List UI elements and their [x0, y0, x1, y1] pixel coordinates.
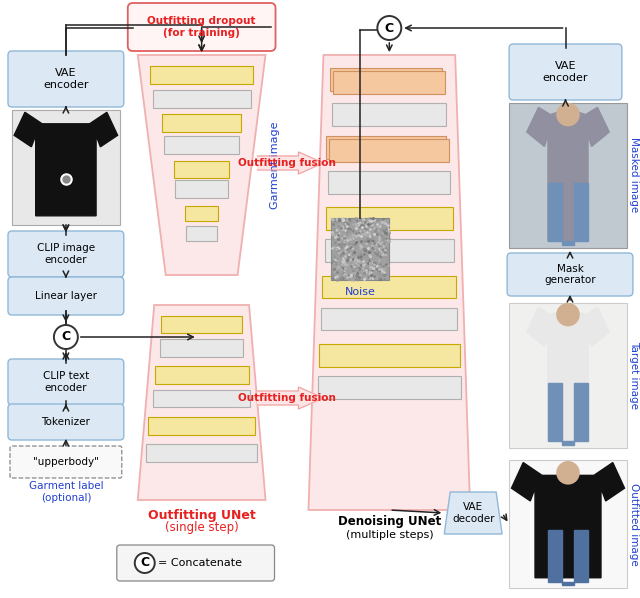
Circle shape [556, 103, 580, 126]
Bar [326, 208, 452, 230]
Polygon shape [308, 55, 470, 510]
Text: Linear layer: Linear layer [35, 291, 97, 301]
Bar [328, 171, 451, 194]
Text: Outfitted image: Outfitted image [629, 483, 639, 565]
Polygon shape [138, 305, 266, 500]
Text: CLIP text
encoder: CLIP text encoder [43, 371, 89, 393]
Text: Noise: Noise [345, 287, 376, 297]
Text: VAE
encoder: VAE encoder [543, 61, 588, 83]
FancyBboxPatch shape [10, 446, 122, 478]
Bar [323, 276, 456, 298]
Polygon shape [14, 112, 118, 216]
Text: Outfitting UNet: Outfitting UNet [148, 508, 255, 521]
Bar [332, 218, 389, 280]
Bar [509, 103, 627, 248]
Text: Target image: Target image [629, 341, 639, 409]
Polygon shape [138, 55, 266, 275]
Bar [185, 206, 218, 221]
Bar [12, 110, 120, 225]
Bar [146, 444, 257, 462]
FancyBboxPatch shape [8, 51, 124, 107]
FancyBboxPatch shape [8, 404, 124, 440]
Bar [175, 181, 228, 198]
Text: CLIP image
encoder: CLIP image encoder [37, 243, 95, 265]
Polygon shape [548, 183, 588, 245]
Bar [148, 417, 255, 435]
Text: C: C [61, 331, 70, 343]
FancyBboxPatch shape [8, 359, 124, 405]
Polygon shape [548, 383, 588, 445]
Polygon shape [257, 152, 323, 174]
FancyBboxPatch shape [128, 3, 275, 51]
Bar [509, 303, 627, 448]
Text: Tokenizer: Tokenizer [42, 417, 90, 427]
Bar [325, 239, 454, 262]
Bar [321, 307, 457, 330]
Bar [161, 316, 242, 333]
Polygon shape [527, 108, 609, 241]
FancyBboxPatch shape [509, 44, 622, 100]
Text: (single step): (single step) [164, 521, 239, 535]
Bar [318, 376, 461, 398]
Bar [330, 68, 442, 91]
Bar [153, 390, 250, 407]
Text: Garment label
(optional): Garment label (optional) [29, 481, 103, 503]
Text: C: C [140, 557, 149, 569]
Text: Masked image: Masked image [629, 138, 639, 213]
Bar [332, 103, 446, 126]
Circle shape [556, 303, 580, 327]
Bar [333, 71, 445, 94]
Bar [326, 136, 446, 159]
Bar [319, 344, 460, 367]
Bar [164, 136, 239, 154]
Text: C: C [385, 22, 394, 35]
Bar [186, 225, 218, 241]
Bar [160, 339, 243, 356]
Bar [150, 66, 253, 84]
Polygon shape [257, 387, 323, 409]
Polygon shape [444, 492, 502, 534]
Text: Outfitting dropout
(for training): Outfitting dropout (for training) [147, 16, 256, 38]
FancyBboxPatch shape [507, 253, 633, 296]
FancyBboxPatch shape [8, 277, 124, 315]
Text: Denoising UNet: Denoising UNet [338, 515, 441, 529]
Text: VAE
encoder: VAE encoder [43, 68, 88, 90]
Circle shape [556, 461, 580, 484]
FancyBboxPatch shape [8, 231, 124, 277]
Polygon shape [527, 307, 609, 441]
Text: (multiple steps): (multiple steps) [346, 530, 433, 540]
Bar [162, 114, 241, 132]
Text: Mask
generator: Mask generator [544, 264, 596, 285]
Text: Garment image: Garment image [269, 121, 280, 209]
Circle shape [135, 553, 155, 573]
Bar [329, 139, 449, 162]
Bar [174, 161, 229, 178]
Text: Outfitting fusion: Outfitting fusion [238, 158, 336, 168]
Circle shape [54, 325, 78, 349]
Bar [153, 90, 251, 108]
Text: Outfitting fusion: Outfitting fusion [238, 393, 336, 403]
Circle shape [378, 16, 401, 40]
Polygon shape [511, 463, 625, 578]
Text: VAE
decoder: VAE decoder [452, 502, 495, 524]
Text: "upperbody": "upperbody" [33, 457, 99, 467]
Text: = Concatenate: = Concatenate [157, 558, 242, 568]
Polygon shape [548, 530, 588, 585]
Bar [155, 367, 248, 384]
FancyBboxPatch shape [116, 545, 275, 581]
Bar [509, 460, 627, 588]
